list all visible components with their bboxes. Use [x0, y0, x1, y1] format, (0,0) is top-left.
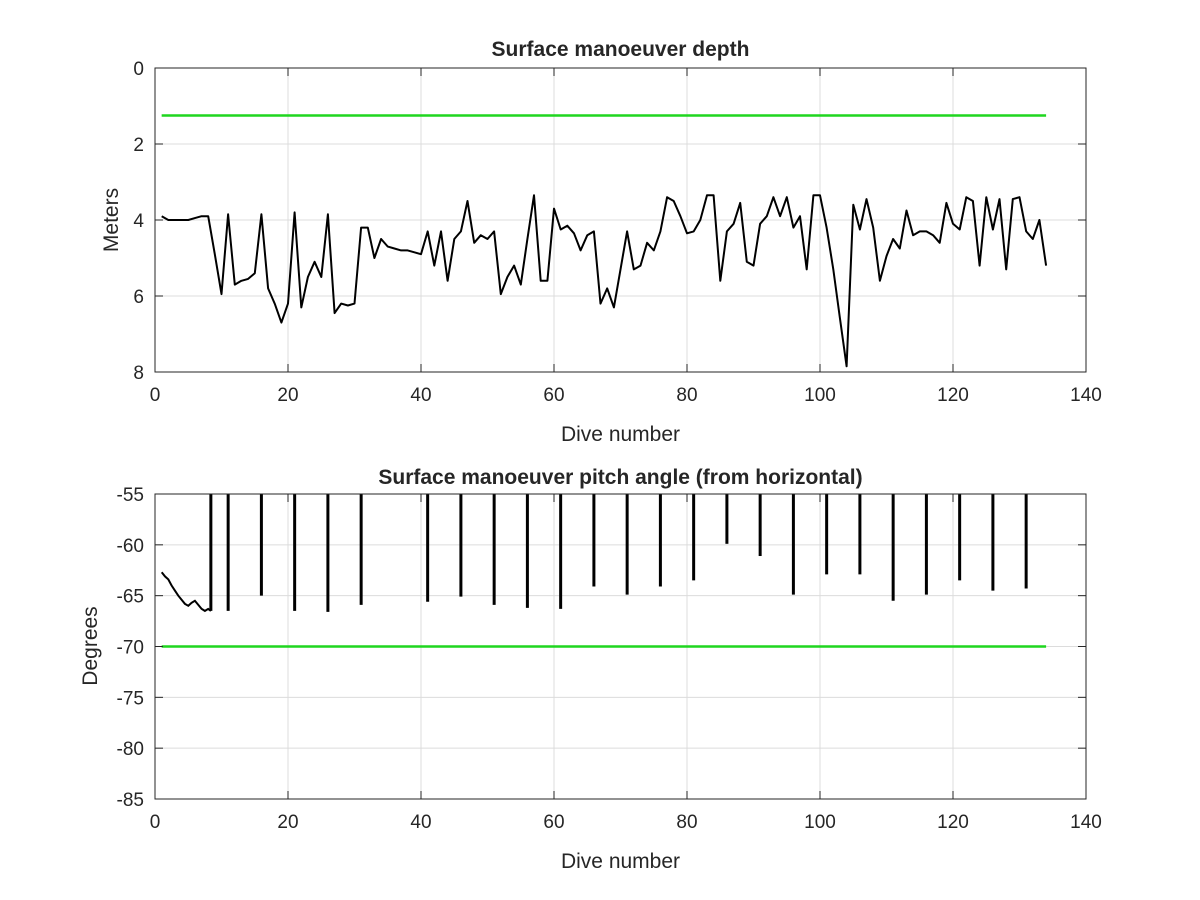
pitch-x-tick-label: 140 — [1070, 812, 1102, 833]
depth-panel: 0 20 40 60 80 100 120 140 0 2 4 6 8 Surface manoeuve… — [100, 38, 1102, 446]
pitch-y-tick-label: -80 — [117, 739, 144, 760]
depth-chart-title: Surface manoeuver depth — [492, 38, 750, 61]
depth-y-tick-label: 0 — [133, 59, 144, 80]
pitch-x-tick-label: 120 — [937, 812, 969, 833]
depth-ticks: 0 20 40 60 80 100 120 140 0 2 4 6 8 — [133, 59, 1101, 406]
depth-series-line — [161, 194, 1048, 368]
depth-x-tick-label: 40 — [410, 385, 431, 406]
pitch-y-tick-label: -70 — [117, 638, 144, 659]
pitch-y-tick-label: -60 — [117, 536, 144, 557]
depth-x-axis-label: Dive number — [561, 423, 680, 446]
pitch-y-axis-label: Degrees — [79, 606, 102, 685]
depth-y-tick-label: 6 — [133, 287, 144, 308]
depth-x-tick-label: 60 — [543, 385, 564, 406]
pitch-x-tick-label: 0 — [150, 812, 161, 833]
pitch-y-tick-label: -75 — [117, 688, 144, 709]
depth-y-tick-label: 8 — [133, 363, 144, 384]
pitch-x-tick-label: 60 — [543, 812, 564, 833]
depth-y-tick-label: 2 — [133, 135, 144, 156]
depth-x-tick-label: 140 — [1070, 385, 1102, 406]
pitch-x-axis-label: Dive number — [561, 850, 680, 873]
pitch-y-tick-label: -65 — [117, 587, 144, 608]
depth-x-tick-label: 120 — [937, 385, 969, 406]
pitch-chart-title: Surface manoeuver pitch angle (from hori… — [378, 466, 862, 489]
pitch-plot — [160, 494, 1047, 648]
depth-y-tick-label: 4 — [133, 211, 144, 232]
pitch-x-tick-label: 40 — [410, 812, 431, 833]
pitch-x-tick-label: 100 — [804, 812, 836, 833]
pitch-x-tick-label: 20 — [277, 812, 298, 833]
depth-x-tick-label: 100 — [804, 385, 836, 406]
depth-plot — [161, 114, 1048, 368]
pitch-ticks: 0 20 40 60 80 100 120 140 -55 -60 -65 -70 -75 -80 -85 — [117, 485, 1102, 833]
depth-x-tick-label: 0 — [150, 385, 161, 406]
depth-x-tick-label: 80 — [676, 385, 697, 406]
pitch-initial-curve — [160, 571, 212, 613]
pitch-x-tick-label: 80 — [676, 812, 697, 833]
depth-y-axis-label: Meters — [100, 188, 123, 252]
depth-x-tick-label: 20 — [277, 385, 298, 406]
pitch-y-tick-label: -85 — [117, 790, 144, 811]
pitch-panel: 0 20 40 60 80 100 120 140-55-60-65-70-75-80-85 … — [79, 466, 1102, 873]
pitch-y-tick-label: -55 — [117, 485, 144, 506]
